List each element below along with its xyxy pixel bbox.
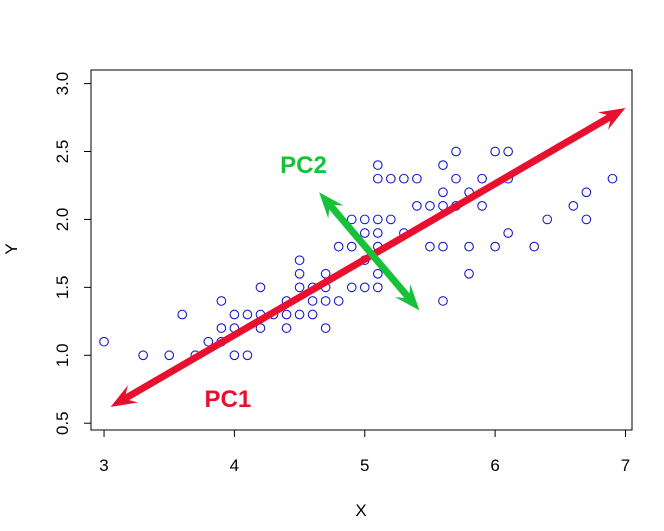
y-tick-label: 1.5 bbox=[53, 276, 72, 300]
data-point bbox=[451, 173, 461, 184]
data-point bbox=[255, 282, 266, 293]
pc1-arrow-head bbox=[598, 108, 626, 130]
data-point bbox=[216, 323, 227, 333]
data-point bbox=[346, 214, 357, 225]
data-point bbox=[464, 268, 474, 279]
pc2-arrow-shaft bbox=[326, 202, 412, 301]
data-point bbox=[307, 296, 318, 306]
data-point bbox=[177, 309, 188, 320]
y-tick-label: 3.0 bbox=[53, 72, 72, 96]
data-point bbox=[372, 173, 383, 184]
data-point bbox=[477, 173, 487, 184]
data-point bbox=[412, 200, 422, 211]
data-point bbox=[425, 241, 435, 252]
data-point bbox=[490, 146, 500, 157]
data-point bbox=[438, 160, 448, 170]
data-point bbox=[438, 187, 448, 198]
x-tick-label: 5 bbox=[360, 456, 369, 475]
x-tick-label: 7 bbox=[621, 456, 630, 475]
data-point bbox=[399, 173, 409, 184]
data-point bbox=[333, 296, 344, 306]
data-point bbox=[281, 309, 292, 320]
pc1-arrow-shaft bbox=[122, 113, 614, 402]
data-point bbox=[581, 187, 592, 198]
data-point bbox=[294, 309, 305, 320]
data-point bbox=[372, 228, 383, 238]
data-point bbox=[229, 309, 240, 320]
data-point bbox=[477, 200, 487, 211]
pc1-label: PC1 bbox=[205, 386, 252, 413]
data-point bbox=[372, 268, 383, 279]
x-tick-label: 4 bbox=[230, 456, 239, 475]
data-point bbox=[138, 350, 148, 361]
x-tick-label: 6 bbox=[490, 456, 499, 475]
data-point bbox=[242, 350, 253, 361]
data-point bbox=[451, 146, 461, 157]
data-point bbox=[581, 214, 592, 225]
data-point bbox=[503, 228, 514, 238]
data-point bbox=[359, 228, 370, 238]
data-point bbox=[425, 200, 435, 211]
data-points bbox=[99, 146, 618, 361]
x-axis-label: X bbox=[355, 501, 366, 520]
data-point bbox=[359, 214, 370, 225]
data-point bbox=[385, 173, 396, 184]
pc2-arrow-head bbox=[395, 284, 420, 311]
pc1-arrow-tail-head bbox=[110, 385, 139, 407]
data-point bbox=[164, 350, 175, 361]
pc2-arrow-tail-head bbox=[319, 192, 344, 219]
data-point bbox=[372, 282, 383, 293]
y-axis-label: Y bbox=[2, 243, 21, 254]
data-point bbox=[568, 200, 579, 211]
data-point bbox=[320, 323, 331, 333]
data-point bbox=[529, 241, 540, 252]
data-point bbox=[203, 336, 214, 347]
x-tick-label: 3 bbox=[99, 456, 108, 475]
data-point bbox=[412, 173, 422, 184]
data-point bbox=[346, 241, 357, 252]
data-point bbox=[294, 255, 305, 266]
data-point bbox=[294, 282, 305, 293]
data-point bbox=[607, 173, 618, 184]
y-tick-label: 1.0 bbox=[53, 343, 72, 367]
data-point bbox=[503, 146, 514, 157]
x-axis: 3 4 5 6 7 bbox=[99, 429, 630, 475]
data-point bbox=[281, 323, 292, 333]
pc-arrows: PC1 PC2 bbox=[110, 108, 626, 413]
data-point bbox=[307, 309, 318, 320]
data-point bbox=[216, 296, 227, 306]
data-point bbox=[490, 241, 500, 252]
data-point bbox=[99, 336, 109, 347]
pc2-label: PC2 bbox=[280, 152, 327, 179]
data-point bbox=[385, 214, 396, 225]
data-point bbox=[438, 296, 448, 306]
data-point bbox=[346, 282, 357, 293]
data-point bbox=[242, 309, 253, 320]
y-axis: 0.5 1.0 1.5 2.0 2.5 3.0 bbox=[53, 72, 92, 435]
data-point bbox=[372, 214, 383, 225]
plot-frame bbox=[90, 69, 633, 431]
data-point bbox=[542, 214, 553, 225]
data-point bbox=[229, 350, 240, 361]
data-point bbox=[320, 296, 331, 306]
data-point bbox=[372, 160, 383, 170]
y-tick-label: 2.5 bbox=[53, 140, 72, 164]
data-point bbox=[464, 241, 474, 252]
y-tick-label: 0.5 bbox=[53, 411, 72, 435]
data-point bbox=[359, 282, 370, 293]
data-point bbox=[294, 268, 305, 279]
data-point bbox=[438, 241, 448, 252]
y-tick-label: 2.0 bbox=[53, 208, 72, 232]
data-point bbox=[333, 241, 344, 252]
